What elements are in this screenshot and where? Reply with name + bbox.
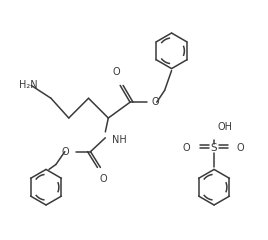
Text: O: O: [99, 174, 107, 184]
Text: S: S: [211, 143, 217, 153]
Text: O: O: [237, 143, 244, 153]
Text: O: O: [112, 67, 120, 78]
Text: O: O: [152, 97, 159, 107]
Text: O: O: [183, 143, 190, 153]
Text: NH: NH: [112, 135, 127, 145]
Text: H₂N: H₂N: [19, 80, 38, 90]
Text: OH: OH: [217, 122, 232, 132]
Text: O: O: [61, 147, 69, 157]
